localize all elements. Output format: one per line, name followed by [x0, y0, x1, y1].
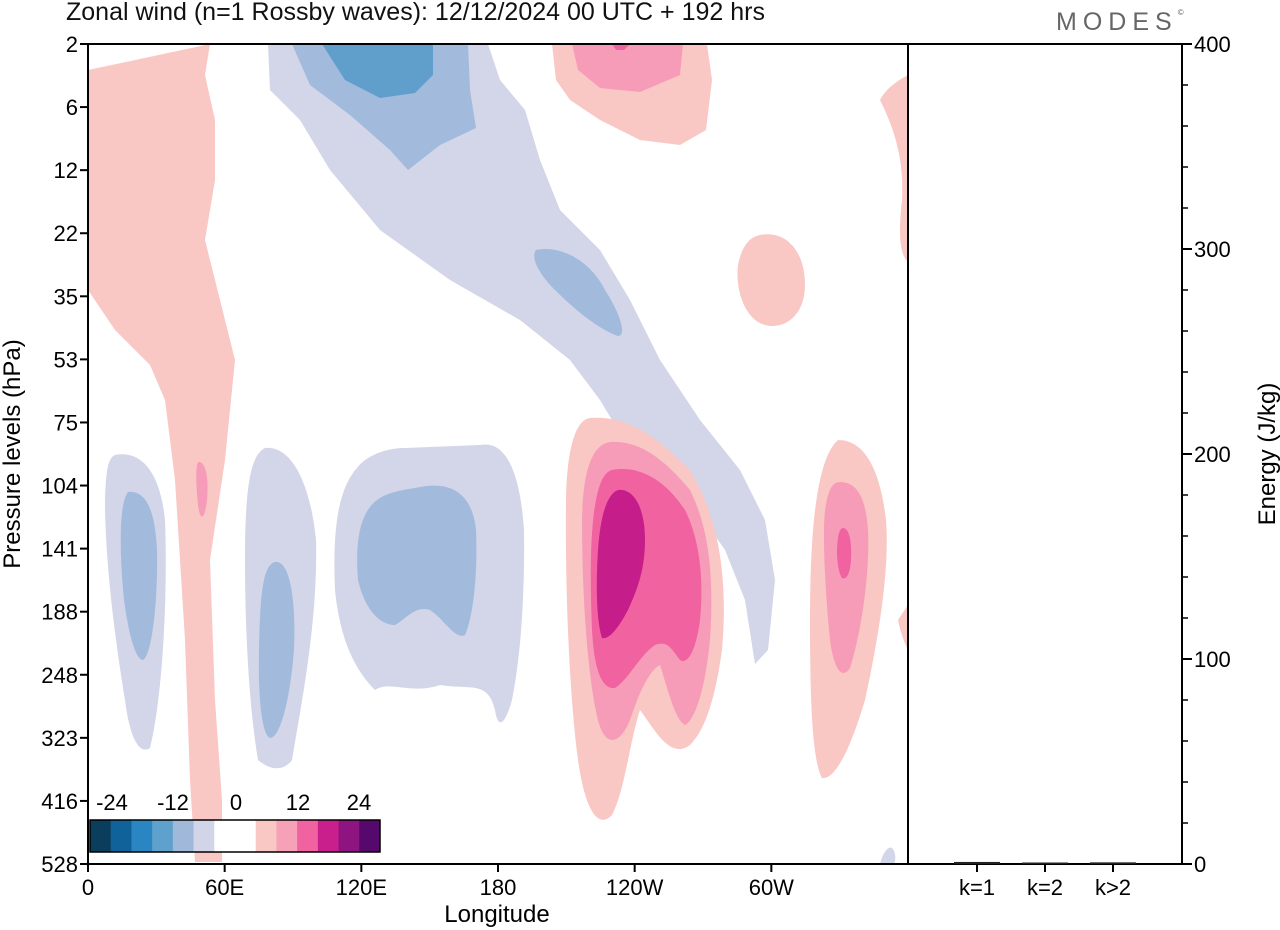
y-tick-label: 6	[66, 95, 78, 120]
x-tick-label: 0	[82, 875, 94, 900]
energy-bar	[1022, 862, 1068, 864]
colorbar-swatch	[172, 820, 195, 852]
y-axis: 2 6 12 22 35 53 75 104 141 188 248 323 416 528	[41, 32, 88, 877]
y-tick-label: 12	[54, 158, 78, 183]
brand-logo: MODES©	[1056, 8, 1184, 36]
y-tick-label: 35	[54, 284, 78, 309]
y-tick-label: 22	[54, 221, 78, 246]
contour-pos2	[196, 462, 208, 517]
energy-tick-label: 300	[1194, 237, 1231, 262]
colorbar-label: -24	[96, 790, 128, 815]
contour-neg2	[120, 491, 158, 660]
energy-bars: k=1 k=2 k>2	[954, 861, 1136, 900]
colorbar-swatch	[317, 820, 340, 852]
colorbar-label: -12	[157, 790, 189, 815]
colorbar-swatch	[193, 820, 215, 852]
contour-pos1	[88, 44, 235, 862]
energy-category-label: k=1	[959, 875, 995, 900]
y-tick-label: 416	[41, 789, 78, 814]
y-tick-label: 188	[41, 600, 78, 625]
x-tick-label: 120W	[606, 875, 664, 900]
energy-axis: 0 100 200 300 400	[1182, 32, 1231, 877]
x-tick-label: 60E	[205, 875, 244, 900]
contour-neg1	[268, 44, 775, 664]
x-axis-label: Longitude	[444, 901, 549, 928]
energy-bar	[1090, 862, 1136, 864]
y-axis-label: Pressure levels (hPa)	[0, 339, 26, 568]
energy-axis-label: Energy (J/kg)	[1254, 383, 1280, 526]
colorbar-swatch	[359, 820, 381, 852]
energy-category-label: k>2	[1095, 875, 1131, 900]
colorbar-swatch	[152, 820, 174, 852]
colorbar-swatch	[338, 820, 360, 852]
energy-tick-label: 400	[1194, 32, 1231, 57]
contour-pos3	[837, 528, 852, 579]
contour-neg2	[258, 561, 295, 738]
x-tick-label: 120E	[336, 875, 387, 900]
colorbar-swatch	[255, 820, 277, 852]
x-axis: 0 60E 120E 180 120W 60W	[82, 864, 794, 900]
y-tick-label: 104	[41, 474, 78, 499]
contour-pos2	[823, 482, 869, 673]
contour-neg3	[322, 44, 433, 98]
y-tick-label: 528	[41, 852, 78, 877]
contour-neg2	[357, 485, 477, 636]
contour-pos4	[596, 489, 645, 639]
colorbar-swatch	[90, 820, 112, 852]
contour-pos3	[612, 44, 630, 50]
colorbar-swatch	[297, 820, 319, 852]
colorbar-swatch	[214, 820, 236, 852]
colorbar-label: 0	[230, 790, 242, 815]
y-tick-label: 323	[41, 726, 78, 751]
chart-title: Zonal wind (n=1 Rossby waves): 12/12/202…	[66, 0, 765, 26]
colorbar-swatch	[110, 820, 132, 852]
x-tick-label: 180	[480, 875, 517, 900]
contour-pos1	[880, 75, 908, 262]
colorbar: -24 -12 0 12 24	[89, 790, 381, 853]
energy-bar	[954, 861, 1000, 864]
contour-neg1	[880, 847, 896, 864]
contour-pos2	[572, 44, 683, 92]
energy-category-label: k=2	[1027, 875, 1063, 900]
energy-tick-label: 0	[1194, 852, 1206, 877]
energy-tick-label: 200	[1194, 442, 1231, 467]
colorbar-swatch	[131, 820, 153, 852]
colorbar-swatch	[276, 820, 298, 852]
y-tick-label: 248	[41, 663, 78, 688]
x-tick-label: 60W	[749, 875, 794, 900]
colorbar-label: 24	[347, 790, 371, 815]
energy-plot-frame	[907, 43, 1183, 865]
contour-pos1	[898, 605, 908, 650]
colorbar-label: 12	[286, 790, 310, 815]
contour-field	[88, 44, 908, 864]
contour-neg2	[534, 249, 623, 336]
y-tick-label: 53	[54, 347, 78, 372]
contour-pos1	[737, 234, 805, 326]
y-tick-label: 75	[54, 410, 78, 435]
y-tick-label: 2	[66, 32, 78, 57]
colorbar-frame	[89, 819, 381, 853]
colorbar-swatch	[235, 820, 257, 852]
energy-tick-label: 100	[1194, 647, 1231, 672]
y-tick-label: 141	[41, 537, 78, 562]
